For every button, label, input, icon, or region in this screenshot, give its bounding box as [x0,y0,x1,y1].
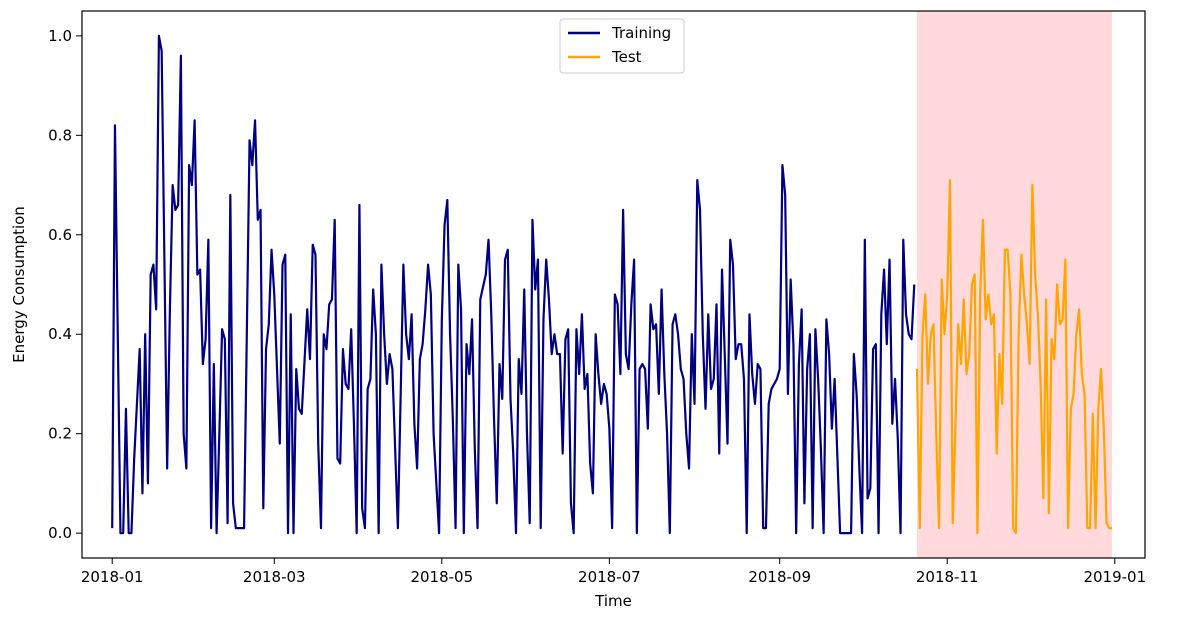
x-tick-label: 2018-03 [243,568,306,586]
x-tick-label: 2018-01 [81,568,144,586]
y-tick-label: 0.4 [48,325,72,343]
y-tick-label: 1.0 [48,27,72,45]
x-tick-label: 2018-05 [410,568,473,586]
x-tick-label: 2019-01 [1083,568,1146,586]
y-tick-label: 0.2 [48,425,72,443]
series-line-training [111,34,916,535]
series-layer [111,34,1113,535]
y-tick-label: 0.0 [48,524,72,542]
legend-label-training: Training [611,24,671,42]
series-line-test [915,178,1113,535]
x-tick-label: 2018-11 [916,568,979,586]
legend-label-test: Test [611,48,642,66]
x-tick-label: 2018-07 [578,568,641,586]
test-period-highlight [917,11,1113,558]
y-tick-label: 0.6 [48,226,72,244]
y-tick-label: 0.8 [48,126,72,144]
y-axis: 0.0 0.2 0.4 0.6 0.8 1.0 [48,27,82,542]
x-tick-label: 2018-09 [748,568,811,586]
legend: Training Test [559,18,685,74]
x-axis: 2018-01 2018-03 2018-05 2018-07 2018-09 2018-… [81,558,1146,586]
y-axis-label: Energy Consumption [10,206,28,363]
plot-frame [81,10,1146,559]
x-axis-label: Time [594,592,632,610]
